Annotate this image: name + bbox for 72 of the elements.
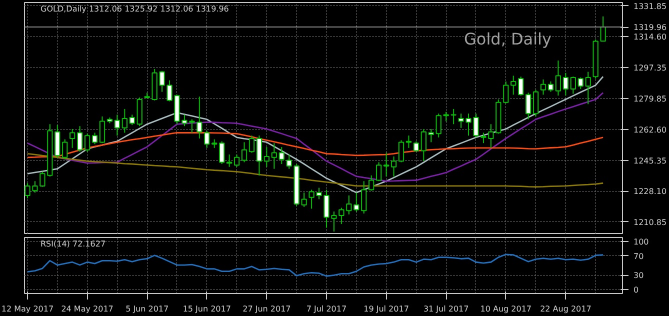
line-series xyxy=(26,254,604,277)
candlestick xyxy=(555,60,562,96)
candlestick xyxy=(526,92,532,120)
x-tick-label: 19 Jul 2017 xyxy=(364,304,409,314)
candlestick xyxy=(219,140,225,165)
candlestick xyxy=(540,79,546,96)
x-tick-label: 7 Jul 2017 xyxy=(306,304,347,314)
candlestick xyxy=(129,114,135,126)
candlestick xyxy=(99,116,106,144)
x-tick-label: 22 Aug 2017 xyxy=(540,304,592,314)
x-tick-label: 15 Jun 2017 xyxy=(182,304,231,314)
x-tick-label: 5 Jun 2017 xyxy=(126,304,169,314)
candlestick xyxy=(570,76,576,94)
candlestick xyxy=(70,128,76,148)
candlestick xyxy=(264,146,270,168)
x-tick-label: 24 May 2017 xyxy=(61,304,114,314)
y-tick-label: 1297.35 xyxy=(634,63,667,72)
y-tick-label: 1245.35 xyxy=(634,156,667,166)
candlestick xyxy=(428,128,434,143)
candlestick xyxy=(196,96,202,139)
candlestick xyxy=(354,192,360,212)
candlestick xyxy=(54,124,60,158)
x-tick-label: 12 May 2017 xyxy=(1,304,54,314)
candlestick xyxy=(368,174,374,192)
candlestick xyxy=(510,75,516,96)
candlestick xyxy=(278,146,284,165)
candlestick xyxy=(376,162,382,182)
y-tick-label: 1279.85 xyxy=(634,94,667,104)
candlestick xyxy=(585,71,591,105)
candlestick xyxy=(234,154,240,168)
y-tick-label: 1262.60 xyxy=(634,126,667,135)
candlestick xyxy=(390,156,397,178)
candlestick xyxy=(548,80,554,92)
y-tick-label: 70 xyxy=(634,252,644,261)
chart-title: RSI(14) 72.1627 xyxy=(40,240,106,248)
candlestick xyxy=(241,142,248,163)
candlestick xyxy=(271,142,277,170)
y-tick-label: 100 xyxy=(634,237,649,246)
candlestick xyxy=(383,152,390,178)
candlestick xyxy=(77,126,83,152)
chart-title: GOLD,Daily 1312.06 1325.92 1312.06 1319.96 xyxy=(40,4,229,14)
candlestick xyxy=(122,108,128,134)
ref-line-label: 1319.96 xyxy=(634,23,667,32)
candlestick xyxy=(256,135,262,176)
candlestick xyxy=(503,80,509,104)
candlestick xyxy=(562,72,569,96)
candlestick xyxy=(420,128,426,162)
candlestick xyxy=(226,154,232,168)
y-tick-label: 1314.60 xyxy=(634,32,667,42)
y-tick-label: 0 xyxy=(634,286,639,295)
y-tick-label: 30 xyxy=(634,271,644,280)
candlestick xyxy=(114,114,120,136)
annotation: Gold, Daily xyxy=(464,30,552,49)
candlestick xyxy=(92,132,98,145)
candlestick xyxy=(361,180,367,214)
candlestick xyxy=(248,135,255,154)
x-tick-label: 27 Jun 2017 xyxy=(242,304,291,314)
y-tick-label: 1228.10 xyxy=(634,187,667,196)
candlestick xyxy=(436,113,442,138)
candlestick xyxy=(398,140,404,163)
candlestick xyxy=(532,89,539,117)
candlestick xyxy=(84,133,90,152)
candlestick xyxy=(578,77,584,90)
candlestick xyxy=(204,130,210,148)
candlestick xyxy=(62,138,68,160)
x-tick-label: 31 Jul 2017 xyxy=(423,304,469,314)
y-tick-label: 1331.85 xyxy=(634,2,667,11)
candlestick xyxy=(600,16,606,42)
candlestick xyxy=(286,154,292,170)
y-tick-label: 1210.85 xyxy=(634,218,667,227)
candlestick xyxy=(518,76,524,96)
x-tick-label: 10 Aug 2017 xyxy=(480,304,532,314)
